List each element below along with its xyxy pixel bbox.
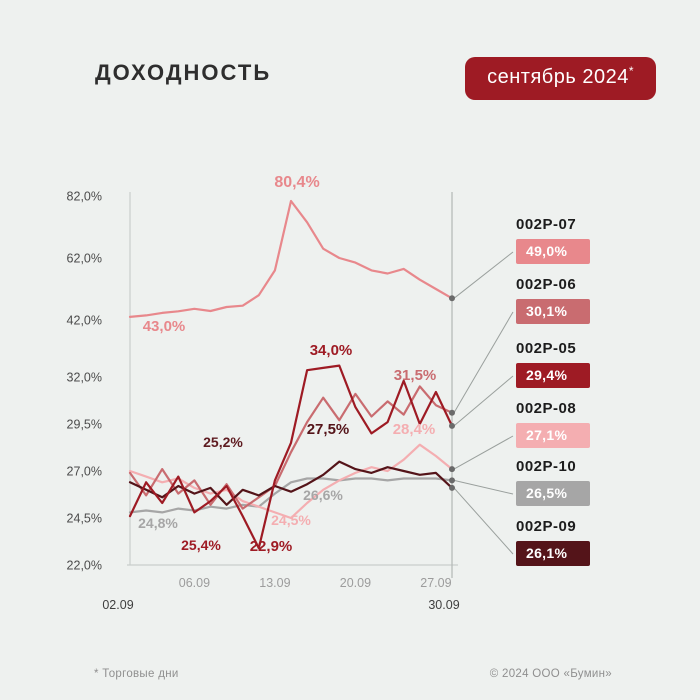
connector-dot-002P-09 <box>449 484 455 491</box>
annotation-label: 43,0% <box>143 318 186 335</box>
connector-dot-002P-10 <box>449 477 455 484</box>
annotation-label: 34,0% <box>310 342 353 359</box>
x-tick-label: 20.09 <box>340 576 371 590</box>
y-tick-label: 32,0% <box>67 371 102 385</box>
trading-days-footnote: * Торговые дни <box>94 668 179 680</box>
period-badge: сентябрь 2024* <box>465 57 656 100</box>
period-badge-asterisk: * <box>628 64 634 78</box>
y-tick-label: 22,0% <box>67 559 102 573</box>
legend-connector-002P-06 <box>453 311 514 413</box>
annotation-label: 25,2% <box>203 434 243 450</box>
x-tick-label: 13.09 <box>259 576 290 590</box>
annotation-label: 80,4% <box>274 174 319 191</box>
series-line-002P-06 <box>128 385 454 510</box>
annotation-label: 22,9% <box>250 538 293 555</box>
annotation-label: 25,4% <box>181 537 221 553</box>
y-tick-label: 62,0% <box>67 252 102 266</box>
x-tick-label: 27.09 <box>420 576 451 590</box>
legend-connector-002P-10 <box>453 479 514 495</box>
series-line-002P-10 <box>128 477 454 514</box>
series-line-002P-07 <box>128 199 454 318</box>
series-line-002P-05 <box>128 364 454 550</box>
legend-connector-002P-05 <box>453 375 514 427</box>
x-end-label: 30.09 <box>428 598 459 612</box>
connector-dot-002P-07 <box>449 295 455 302</box>
y-tick-label: 29,5% <box>67 418 102 432</box>
period-badge-text: сентябрь 2024 <box>487 66 629 88</box>
y-tick-label: 82,0% <box>67 190 102 204</box>
annotation-label: 31,5% <box>394 367 437 384</box>
annotation-label: 28,4% <box>393 421 436 438</box>
x-tick-label: 06.09 <box>179 576 210 590</box>
y-tick-label: 27,0% <box>67 465 102 479</box>
legend-connector-002P-07 <box>453 251 514 299</box>
legend-connector-002P-09 <box>453 487 514 555</box>
copyright-notice: © 2024 ООО «Бумин» <box>489 668 612 680</box>
page-title: ДОХОДНОСТЬ <box>95 60 272 85</box>
series-line-002P-08 <box>128 443 454 520</box>
legend-connector-002P-08 <box>453 435 514 470</box>
annotation-label: 27,5% <box>307 421 350 438</box>
y-tick-label: 24,5% <box>67 512 102 526</box>
y-tick-label: 42,0% <box>67 314 102 328</box>
connector-dot-002P-06 <box>449 409 455 416</box>
x-start-label: 02.09 <box>102 598 133 612</box>
annotation-label: 24,5% <box>271 512 311 528</box>
annotation-label: 24,8% <box>138 515 178 531</box>
connector-dot-002P-05 <box>449 422 455 429</box>
annotation-label: 26,6% <box>303 487 343 503</box>
connector-dot-002P-08 <box>449 466 455 473</box>
